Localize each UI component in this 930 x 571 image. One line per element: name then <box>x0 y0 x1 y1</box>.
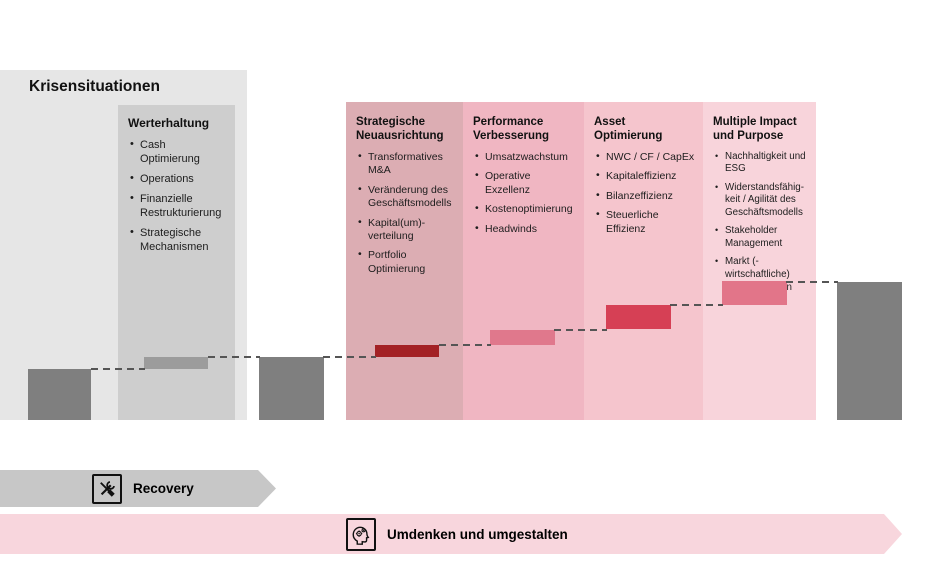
bullet-item: Steuerliche Effizienz <box>596 208 695 236</box>
waterfall-bar-multiple-impact <box>722 281 787 305</box>
column-title: Asset Optimierung <box>594 116 663 143</box>
bullet-item: Operative Exzellenz <box>475 169 576 197</box>
column-title: Strategische Neuausrichtung <box>356 116 444 143</box>
dashed-connector <box>91 368 145 370</box>
column-title: Performance Verbesserung <box>473 116 550 143</box>
waterfall-bar-werterhaltung-step <box>144 357 208 369</box>
transform-label: Umdenken und umgestalten <box>387 526 568 542</box>
dashed-connector <box>554 329 607 331</box>
waterfall-bar-performance-verbesserung <box>490 330 555 345</box>
bullet-item: Nachhaltigkeit und ESG <box>715 151 808 176</box>
dashed-connector <box>439 344 491 346</box>
column-multiple-impact-purpose: Multiple Impact und Purpose Nachhaltigke… <box>703 102 816 420</box>
rethink-head-icon <box>346 518 376 551</box>
column-performance-verbesserung: Performance Verbesserung Umsatzwachstum … <box>463 102 584 420</box>
transform-arrow: Umdenken und umgestalten <box>0 514 902 554</box>
recovery-arrow: Recovery <box>0 470 276 507</box>
dashed-connector <box>670 304 723 306</box>
recovery-label: Recovery <box>133 481 194 496</box>
bullet-item: Strategische Mechanismen <box>130 225 227 254</box>
tools-icon <box>92 474 122 504</box>
bullet-item: Transformatives M&A <box>358 150 455 178</box>
bullet-item: Veränderung des Geschäftsmodells <box>358 183 455 211</box>
dashed-connector <box>208 356 260 358</box>
bullet-item: Stakeholder Management <box>715 225 808 250</box>
bullet-item: Kapital(um)-verteilung <box>358 216 455 244</box>
bullet-item: Kapitaleffizienz <box>596 169 695 183</box>
waterfall-bar-intermediate <box>259 357 324 420</box>
bullet-item: Kostenoptimierung <box>475 202 576 216</box>
bullet-item: Cash Optimierung <box>130 137 227 166</box>
bullet-item: Umsatzwachstum <box>475 150 576 164</box>
bullet-item: Headwinds <box>475 221 576 236</box>
bullet-item: Portfolio Optimierung <box>358 248 455 276</box>
waterfall-bar-end <box>837 282 902 420</box>
werterhaltung-title: Werterhaltung <box>128 116 210 130</box>
krisensituationen-title: Krisensituationen <box>29 78 160 95</box>
dashed-connector <box>786 281 838 283</box>
waterfall-bar-asset-optimierung <box>606 305 671 329</box>
bullet-item: Bilanzeffizienz <box>596 189 695 203</box>
waterfall-bar-start <box>28 369 91 420</box>
bullet-item: Finanzielle Restrukturierung <box>130 191 227 220</box>
bullet-item: Operations <box>130 171 227 186</box>
column-strategische-neuausrichtung: Strategische Neuausrichtung Transformati… <box>346 102 463 420</box>
column-title: Multiple Impact und Purpose <box>713 116 797 143</box>
werterhaltung-panel: Werterhaltung Cash Optimierung Operation… <box>118 105 235 420</box>
column-bullet-list: Nachhaltigkeit und ESG Widerstandsfähig-… <box>713 151 808 294</box>
column-bullet-list: NWC / CF / CapEx Kapitaleffizienz Bilanz… <box>594 150 695 236</box>
column-bullet-list: Transformatives M&A Veränderung des Gesc… <box>356 150 455 277</box>
werterhaltung-bullet-list: Cash Optimierung Operations Finanzielle … <box>128 137 227 255</box>
krisensituationen-panel: Krisensituationen Werterhaltung Cash Opt… <box>0 70 247 420</box>
bullet-item: NWC / CF / CapEx <box>596 150 695 164</box>
waterfall-bar-strategische-neuausrichtung <box>375 345 439 357</box>
column-bullet-list: Umsatzwachstum Operative Exzellenz Koste… <box>473 150 576 236</box>
column-asset-optimierung: Asset Optimierung NWC / CF / CapEx Kapit… <box>584 102 703 420</box>
bullet-item: Widerstandsfähig-keit / Agilität des Ges… <box>715 182 808 220</box>
dashed-connector <box>323 356 376 358</box>
